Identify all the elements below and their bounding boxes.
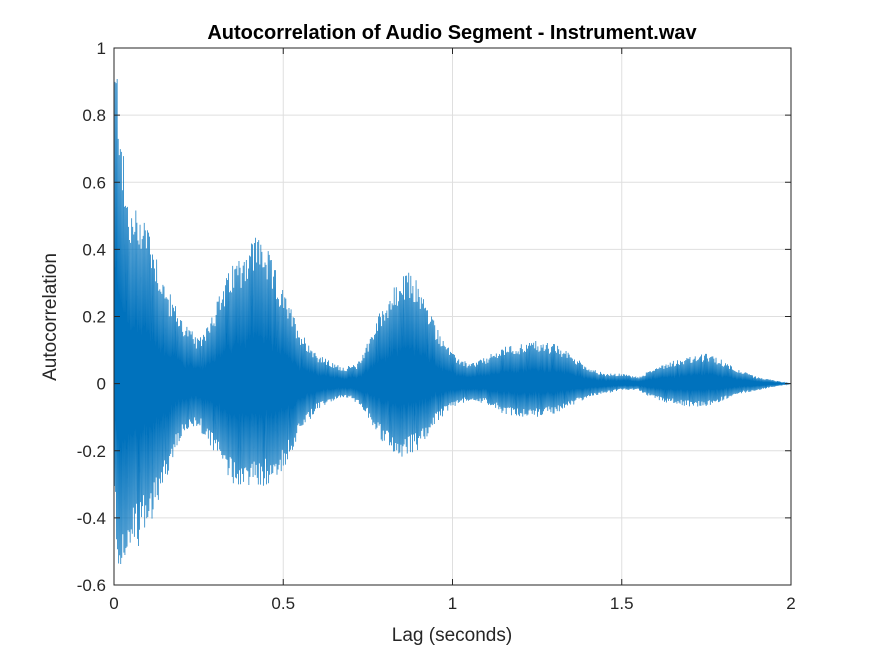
x-tick-label: 2	[786, 594, 795, 613]
x-tick-label: 0.5	[271, 594, 295, 613]
y-tick-label: 0.6	[82, 173, 106, 192]
x-axis-label: Lag (seconds)	[392, 625, 512, 646]
y-tick-label: -0.2	[77, 442, 106, 461]
x-tick-label: 0	[109, 594, 118, 613]
y-tick-label: 0	[97, 375, 106, 394]
x-tick-label: 1.5	[610, 594, 634, 613]
y-tick-label: -0.4	[77, 509, 106, 528]
chart-title: Autocorrelation of Audio Segment - Instr…	[207, 22, 697, 44]
y-tick-label: -0.6	[77, 576, 106, 595]
autocorrelation-signal-line	[114, 48, 791, 565]
tick-labels: 0 0.5 1 1.5 2 -0.6 -0.4 -0.2 0 0.2 0.4 0.6 0.8 1	[77, 39, 796, 613]
y-tick-label: 0.2	[82, 308, 106, 327]
y-tick-label: 0.4	[82, 240, 106, 259]
y-tick-label: 0.8	[82, 106, 106, 125]
y-axis-label: Autocorrelation	[40, 253, 61, 381]
data-layer	[114, 48, 791, 565]
y-tick-label: 1	[97, 39, 106, 58]
x-tick-label: 1	[448, 594, 457, 613]
axes-box	[113, 47, 792, 586]
